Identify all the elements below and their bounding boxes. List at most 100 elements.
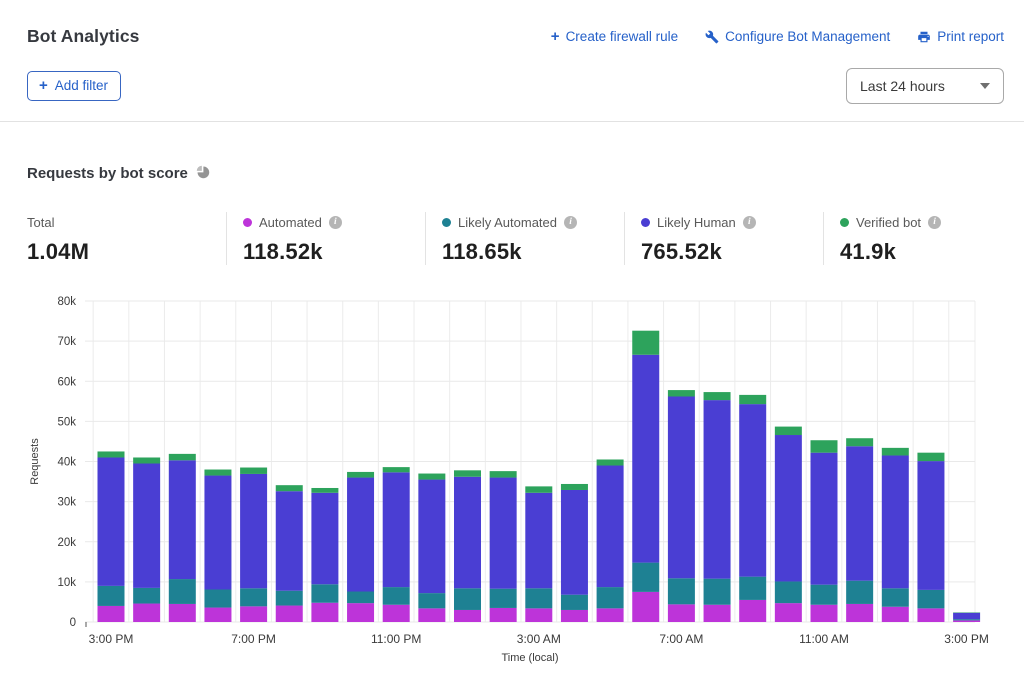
- info-icon[interactable]: i: [328, 215, 342, 229]
- bar-segment[interactable]: [133, 457, 161, 464]
- bar-segment[interactable]: [168, 603, 196, 622]
- bar-segment[interactable]: [596, 608, 624, 622]
- bar-segment[interactable]: [275, 491, 303, 591]
- bar-segment[interactable]: [917, 452, 945, 462]
- bar-segment[interactable]: [560, 483, 588, 490]
- bar-segment[interactable]: [881, 447, 909, 456]
- add-filter-button[interactable]: + Add filter: [27, 71, 122, 101]
- bar-segment[interactable]: [739, 394, 767, 405]
- bar-segment[interactable]: [275, 605, 303, 622]
- bar-segment[interactable]: [454, 470, 481, 477]
- bar-segment[interactable]: [382, 604, 410, 622]
- bar-segment[interactable]: [240, 606, 268, 622]
- time-range-dropdown[interactable]: Last 24 hours: [846, 68, 1004, 104]
- bar-segment[interactable]: [311, 487, 339, 493]
- bar-segment[interactable]: [632, 330, 660, 355]
- bar-segment[interactable]: [133, 587, 161, 604]
- bar-segment[interactable]: [168, 453, 196, 461]
- bar-segment[interactable]: [133, 603, 161, 622]
- bar-segment[interactable]: [418, 479, 446, 594]
- bar-segment[interactable]: [774, 426, 802, 436]
- bar-segment[interactable]: [454, 476, 481, 589]
- bar-segment[interactable]: [489, 607, 517, 622]
- bar-segment[interactable]: [204, 589, 232, 608]
- bar-segment[interactable]: [774, 581, 802, 604]
- bar-segment[interactable]: [632, 591, 660, 622]
- bar-segment[interactable]: [347, 603, 375, 622]
- bar-segment[interactable]: [632, 562, 660, 592]
- bar-segment[interactable]: [418, 473, 446, 480]
- bar-segment[interactable]: [382, 467, 410, 473]
- bar-segment[interactable]: [846, 580, 874, 604]
- bar-segment[interactable]: [774, 435, 802, 582]
- bar-segment[interactable]: [846, 438, 874, 447]
- bar-segment[interactable]: [703, 578, 731, 605]
- bar-segment[interactable]: [275, 590, 303, 606]
- create-firewall-rule-link[interactable]: + Create firewall rule: [551, 29, 678, 44]
- bar-segment[interactable]: [810, 452, 838, 585]
- bar-segment[interactable]: [204, 475, 232, 590]
- bar-segment[interactable]: [703, 400, 731, 579]
- bar-segment[interactable]: [667, 578, 695, 605]
- bar-segment[interactable]: [881, 455, 909, 589]
- bar-segment[interactable]: [454, 609, 481, 622]
- info-icon[interactable]: i: [742, 215, 756, 229]
- bar-segment[interactable]: [810, 440, 838, 453]
- bar-segment[interactable]: [418, 593, 446, 609]
- info-icon[interactable]: i: [564, 215, 578, 229]
- bar-segment[interactable]: [953, 619, 981, 621]
- bar-segment[interactable]: [525, 492, 553, 589]
- stacked-bar-chart[interactable]: 0 10k 20k 30k 40k 50k 60k 70k 80k 3:00 PM 7:00 PM 1…: [0, 287, 1024, 672]
- bar-segment[interactable]: [97, 585, 125, 606]
- bar-segment[interactable]: [168, 579, 196, 604]
- bar-segment[interactable]: [382, 587, 410, 605]
- bar-segment[interactable]: [382, 472, 410, 588]
- bar-segment[interactable]: [347, 471, 375, 478]
- bar-segment[interactable]: [846, 603, 874, 622]
- bar-segment[interactable]: [881, 588, 909, 607]
- bar-segment[interactable]: [703, 392, 731, 401]
- bar-segment[interactable]: [204, 607, 232, 622]
- bar-segment[interactable]: [275, 485, 303, 492]
- print-report-link[interactable]: Print report: [917, 29, 1004, 44]
- configure-bot-management-link[interactable]: Configure Bot Management: [705, 29, 890, 44]
- bar-segment[interactable]: [489, 471, 517, 478]
- bar-segment[interactable]: [596, 587, 624, 609]
- bar-segment[interactable]: [204, 469, 232, 476]
- bar-segment[interactable]: [133, 463, 161, 588]
- bar-segment[interactable]: [667, 396, 695, 579]
- bar-segment[interactable]: [810, 584, 838, 605]
- bar-segment[interactable]: [953, 612, 981, 620]
- bar-segment[interactable]: [240, 467, 268, 474]
- bar-segment[interactable]: [240, 473, 268, 589]
- bar-segment[interactable]: [739, 576, 767, 600]
- bar-segment[interactable]: [917, 589, 945, 609]
- bar-segment[interactable]: [525, 588, 553, 609]
- bar-segment[interactable]: [168, 460, 196, 580]
- bar-segment[interactable]: [240, 588, 268, 607]
- bar-segment[interactable]: [774, 603, 802, 622]
- bar-segment[interactable]: [454, 588, 481, 610]
- bar-segment[interactable]: [560, 489, 588, 595]
- bar-segment[interactable]: [739, 404, 767, 577]
- bar-segment[interactable]: [739, 599, 767, 622]
- bar-segment[interactable]: [489, 477, 517, 589]
- bar-segment[interactable]: [881, 606, 909, 622]
- bar-segment[interactable]: [667, 390, 695, 397]
- bar-segment[interactable]: [311, 602, 339, 622]
- bar-segment[interactable]: [917, 461, 945, 590]
- bar-segment[interactable]: [917, 608, 945, 622]
- bar-segment[interactable]: [525, 608, 553, 622]
- bar-segment[interactable]: [596, 465, 624, 588]
- bar-segment[interactable]: [97, 605, 125, 622]
- bar-segment[interactable]: [489, 588, 517, 608]
- bar-segment[interactable]: [632, 354, 660, 563]
- bar-segment[interactable]: [596, 459, 624, 466]
- bar-segment[interactable]: [311, 492, 339, 585]
- bar-segment[interactable]: [810, 604, 838, 622]
- bar-segment[interactable]: [525, 486, 553, 493]
- bar-segment[interactable]: [347, 477, 375, 592]
- bar-segment[interactable]: [311, 584, 339, 603]
- bar-segment[interactable]: [560, 609, 588, 622]
- bar-segment[interactable]: [347, 591, 375, 604]
